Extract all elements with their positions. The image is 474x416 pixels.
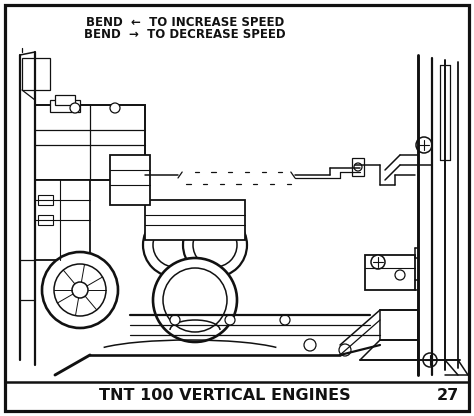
Circle shape (225, 315, 235, 325)
Bar (55, 95, 75, 105)
Circle shape (170, 315, 180, 325)
Circle shape (304, 339, 316, 351)
Circle shape (280, 315, 290, 325)
Text: BEND  →  TO DECREASE SPEED: BEND → TO DECREASE SPEED (84, 29, 286, 42)
Circle shape (42, 252, 118, 328)
Circle shape (416, 137, 432, 153)
Text: TNT 100 VERTICAL ENGINES: TNT 100 VERTICAL ENGINES (99, 387, 351, 403)
Circle shape (339, 344, 351, 356)
Bar (145, 200, 245, 240)
Circle shape (110, 103, 120, 113)
Circle shape (423, 353, 437, 367)
Bar (352, 158, 364, 176)
Circle shape (143, 213, 207, 277)
Bar (35, 105, 145, 180)
Bar (50, 100, 80, 112)
Circle shape (371, 255, 385, 269)
Text: 27: 27 (437, 387, 459, 403)
Circle shape (193, 223, 237, 267)
Circle shape (153, 258, 237, 342)
Text: BEND  ←  TO INCREASE SPEED: BEND ← TO INCREASE SPEED (86, 15, 284, 29)
Bar (38, 195, 53, 205)
Circle shape (54, 264, 106, 316)
Circle shape (183, 213, 247, 277)
Circle shape (354, 163, 362, 171)
Bar (38, 215, 53, 225)
Bar (110, 155, 150, 205)
Bar (35, 180, 90, 260)
Bar (365, 255, 415, 290)
Bar (22, 58, 50, 90)
Circle shape (395, 270, 405, 280)
Circle shape (163, 268, 227, 332)
Circle shape (70, 103, 80, 113)
Circle shape (153, 223, 197, 267)
Circle shape (72, 282, 88, 298)
